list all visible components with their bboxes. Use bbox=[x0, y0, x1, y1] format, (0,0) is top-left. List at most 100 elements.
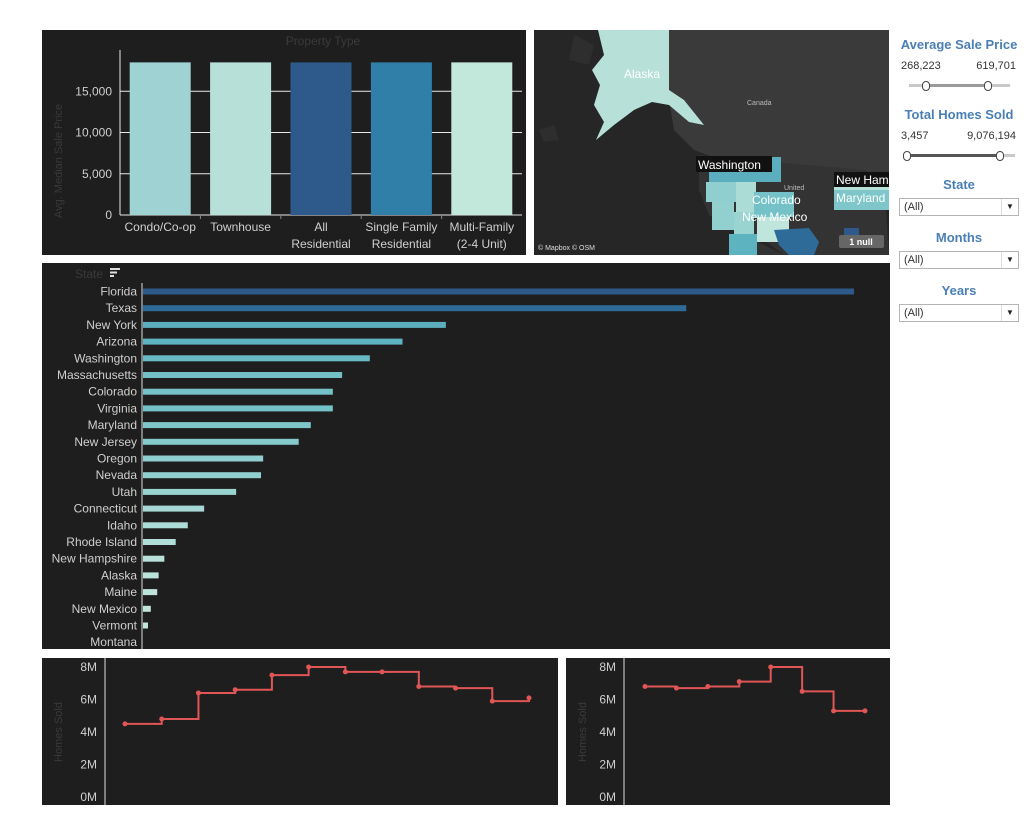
data-point[interactable] bbox=[342, 669, 348, 675]
homes-sold-line-chart-right: 8M 6M 4M 2M 0M Homes Sold bbox=[577, 658, 868, 805]
null-badge[interactable]: 1 null bbox=[849, 237, 873, 247]
x-tick-label: Residential bbox=[372, 237, 431, 251]
data-point[interactable] bbox=[453, 685, 459, 691]
state-bar[interactable] bbox=[143, 505, 205, 512]
data-point[interactable] bbox=[416, 684, 422, 689]
state-bar[interactable] bbox=[143, 455, 264, 462]
state-bar[interactable] bbox=[143, 522, 188, 529]
state-bar[interactable] bbox=[143, 488, 237, 495]
region-idaho[interactable] bbox=[736, 182, 756, 212]
data-point[interactable] bbox=[232, 687, 238, 693]
state-label: Colorado bbox=[88, 385, 137, 399]
state-bar[interactable] bbox=[143, 589, 158, 596]
data-point[interactable] bbox=[673, 685, 679, 691]
y-tick-label: 10,000 bbox=[75, 126, 112, 140]
chevron-down-icon[interactable]: ▼ bbox=[1001, 199, 1018, 215]
property-type-panel: Property Type Avg. Median Sale Price 15,… bbox=[42, 30, 526, 255]
data-point[interactable] bbox=[159, 716, 165, 722]
map-label-nh-bg bbox=[834, 172, 889, 187]
state-bar[interactable] bbox=[143, 405, 333, 412]
y-tick-label: 6M bbox=[80, 693, 97, 707]
state-bar[interactable] bbox=[143, 539, 176, 545]
region-utah[interactable] bbox=[734, 212, 754, 234]
sort-icon[interactable] bbox=[110, 268, 120, 277]
state-chart: State Florida Texas New York Arizona Washing… bbox=[52, 267, 854, 649]
bar[interactable] bbox=[290, 62, 352, 215]
homes-sold-min-handle[interactable] bbox=[903, 151, 911, 161]
map-label-washington: Washington bbox=[698, 158, 761, 172]
region-arizona[interactable] bbox=[729, 234, 757, 255]
years-dropdown-value: (All) bbox=[904, 307, 924, 319]
data-point[interactable] bbox=[489, 698, 495, 704]
null-badge-bg[interactable] bbox=[839, 235, 884, 248]
data-point[interactable] bbox=[526, 695, 532, 701]
months-filter-title: Months bbox=[935, 230, 983, 245]
state-bar[interactable] bbox=[143, 288, 854, 295]
state-label: New Hampshire bbox=[52, 552, 138, 566]
chevron-down-icon[interactable]: ▼ bbox=[1001, 305, 1018, 321]
data-point[interactable] bbox=[269, 672, 275, 678]
state-label: Maryland bbox=[88, 418, 137, 432]
state-bar[interactable] bbox=[143, 422, 311, 429]
state-bar[interactable] bbox=[143, 338, 403, 345]
avg-price-max-handle[interactable] bbox=[983, 81, 992, 91]
data-point[interactable] bbox=[379, 669, 385, 675]
state-bar[interactable] bbox=[143, 605, 151, 612]
homes-sold-series bbox=[125, 666, 530, 725]
region-oregon[interactable] bbox=[706, 182, 736, 202]
state-map[interactable]: Alaska Canada United Washington Colorado… bbox=[534, 30, 889, 255]
data-point[interactable] bbox=[736, 679, 742, 685]
state-bar[interactable] bbox=[143, 388, 333, 395]
state-bar[interactable] bbox=[143, 321, 446, 328]
homes-sold-series bbox=[645, 666, 865, 712]
state-bar[interactable] bbox=[143, 555, 165, 562]
state-bar[interactable] bbox=[143, 622, 148, 629]
months-dropdown[interactable]: (All) ▼ bbox=[899, 251, 1019, 269]
region-colorado[interactable] bbox=[754, 192, 794, 217]
homes-sold-line-panel-right: 8M 6M 4M 2M 0M Homes Sold bbox=[566, 658, 890, 805]
homes-sold-max-handle[interactable] bbox=[995, 151, 1004, 161]
data-point[interactable] bbox=[642, 684, 648, 689]
state-label: Washington bbox=[74, 351, 137, 365]
region-maryland[interactable] bbox=[834, 190, 889, 210]
months-dropdown-value: (All) bbox=[904, 254, 924, 266]
map-label-colorado: Colorado bbox=[752, 193, 801, 207]
region-nevada[interactable] bbox=[712, 202, 734, 230]
homes-sold-line-panel-left: 8M 6M 4M 2M 0M Homes Sold bbox=[42, 658, 558, 805]
state-bar[interactable] bbox=[143, 372, 343, 378]
homes-sold-line-chart-left: 8M 6M 4M 2M 0M Homes Sold bbox=[53, 658, 532, 805]
bar[interactable] bbox=[451, 62, 513, 215]
bar[interactable] bbox=[210, 62, 272, 215]
years-dropdown[interactable]: (All) ▼ bbox=[899, 304, 1019, 322]
state-filter-title: State bbox=[943, 177, 975, 192]
chevron-down-icon[interactable]: ▼ bbox=[1001, 252, 1018, 268]
state-label: Texas bbox=[106, 301, 137, 315]
state-panel: State Florida Texas New York Arizona Washing… bbox=[42, 263, 890, 649]
data-point[interactable] bbox=[705, 684, 711, 689]
data-point[interactable] bbox=[122, 721, 128, 727]
map-label-new-mexico: New Mexico bbox=[742, 210, 808, 224]
avg-price-min-handle[interactable] bbox=[922, 81, 931, 91]
state-bar[interactable] bbox=[143, 472, 262, 479]
data-point[interactable] bbox=[768, 664, 774, 670]
data-point[interactable] bbox=[306, 664, 312, 670]
state-bar[interactable] bbox=[143, 355, 370, 362]
state-header: State bbox=[75, 267, 103, 281]
data-point[interactable] bbox=[195, 690, 201, 696]
state-dropdown[interactable]: (All) ▼ bbox=[899, 198, 1019, 216]
map-panel[interactable]: Alaska Canada United Washington Colorado… bbox=[534, 30, 889, 255]
data-point[interactable] bbox=[831, 708, 837, 714]
map-attribution: © Mapbox © OSM bbox=[538, 244, 595, 252]
map-label-united: United bbox=[784, 185, 804, 192]
data-point[interactable] bbox=[862, 708, 868, 714]
data-point[interactable] bbox=[799, 688, 805, 694]
state-bar[interactable] bbox=[143, 438, 299, 445]
bar[interactable] bbox=[129, 62, 191, 215]
x-tick-label: Single Family bbox=[365, 220, 437, 234]
bar[interactable] bbox=[370, 62, 432, 215]
state-bar[interactable] bbox=[143, 572, 159, 579]
state-bar[interactable] bbox=[143, 305, 687, 312]
homes-sold-max: 9,076,194 bbox=[967, 130, 1016, 142]
region-texas[interactable] bbox=[774, 228, 819, 255]
region-alaska[interactable] bbox=[592, 30, 704, 140]
